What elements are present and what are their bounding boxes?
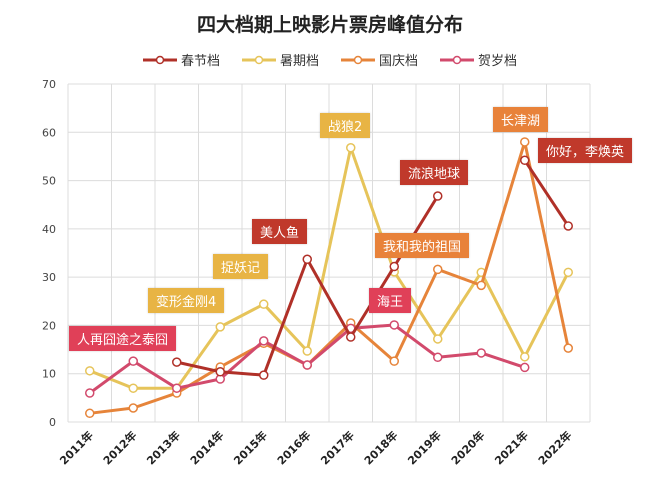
y-tick-label: 0 (49, 416, 56, 429)
legend-marker-icon (241, 55, 276, 64)
data-point (433, 191, 443, 201)
legend-marker-icon (142, 55, 177, 64)
y-tick-label: 20 (42, 319, 56, 332)
y-tick-label: 30 (42, 271, 56, 284)
legend-marker-icon (341, 55, 375, 64)
data-point (346, 142, 356, 153)
legend: 春节档 暑期档 国庆档 贺岁档 (0, 50, 660, 69)
annotation-label: 流浪地球 (400, 160, 469, 185)
data-point (520, 155, 530, 166)
annotation-label: 人再囧途之泰囧 (69, 326, 177, 351)
data-point (563, 343, 573, 353)
data-point (389, 356, 399, 366)
y-tick-label: 60 (42, 126, 56, 139)
legend-label: 贺岁档 (478, 54, 518, 69)
data-point (259, 336, 269, 346)
annotation-label: 海王 (369, 288, 412, 313)
data-point (476, 348, 486, 358)
data-point (302, 360, 312, 370)
data-point (128, 403, 138, 413)
x-tick-label: 2016年 (274, 428, 313, 467)
x-tick-label: 2019年 (405, 428, 444, 467)
data-point (259, 299, 269, 309)
series-line-国庆档 (89, 140, 570, 415)
data-point (563, 221, 573, 231)
annotation-label: 你好，李焕英 (538, 138, 633, 163)
data-point (85, 408, 95, 419)
x-tick-label: 2015年 (231, 428, 270, 467)
data-point (520, 352, 530, 362)
data-point (85, 366, 95, 376)
legend-marker-icon (440, 55, 475, 64)
x-tick-label: 2022年 (535, 428, 574, 467)
data-point (520, 137, 530, 147)
data-point (172, 357, 182, 367)
data-point (346, 332, 356, 342)
data-point (172, 383, 182, 393)
data-point (563, 267, 573, 278)
data-point (389, 320, 399, 330)
series-line-暑期档 (89, 146, 570, 390)
data-point (215, 322, 225, 332)
x-tick-label: 2013年 (144, 428, 183, 467)
annotation-label: 捉妖记 (213, 254, 269, 279)
annotation-label: 战狼2 (320, 113, 371, 138)
data-point (302, 346, 312, 356)
y-tick-label: 50 (42, 175, 56, 188)
y-tick-label: 10 (42, 368, 56, 381)
y-tick-label: 70 (42, 78, 56, 91)
data-point (302, 254, 312, 265)
legend-label: 国庆档 (379, 54, 419, 69)
x-tick-label: 2020年 (448, 428, 487, 467)
annotation-label: 变形金刚4 (148, 288, 225, 313)
data-point (433, 352, 443, 363)
chart-title: 四大档期上映影片票房峰值分布 (196, 14, 463, 36)
x-tick-label: 2014年 (187, 428, 226, 467)
data-point (433, 334, 443, 344)
annotation-label: 长津湖 (493, 107, 549, 132)
legend-item[interactable]: 国庆档 (341, 50, 418, 69)
x-tick-label: 2011年 (57, 428, 96, 467)
legend-item[interactable]: 暑期档 (241, 50, 319, 69)
data-point (520, 362, 530, 373)
data-point (215, 367, 225, 377)
x-tick-label: 2021年 (492, 428, 531, 467)
series-line-春节档 (523, 159, 570, 227)
annotation-label: 美人鱼 (252, 219, 308, 244)
annotation-label: 我和我的祖国 (375, 233, 470, 258)
data-point (389, 261, 399, 272)
data-point (476, 280, 486, 291)
data-point (128, 383, 138, 393)
legend-item[interactable]: 春节档 (142, 50, 220, 69)
data-point (433, 264, 443, 275)
data-point (85, 388, 95, 398)
data-point (128, 356, 138, 366)
x-tick-label: 2012年 (100, 428, 139, 467)
legend-label: 暑期档 (279, 54, 319, 69)
data-point (259, 370, 269, 380)
y-tick-label: 40 (42, 223, 56, 236)
legend-label: 春节档 (180, 54, 220, 69)
x-tick-label: 2017年 (318, 428, 357, 467)
x-tick-label: 2018年 (361, 428, 400, 467)
legend-item[interactable]: 贺岁档 (440, 50, 517, 69)
